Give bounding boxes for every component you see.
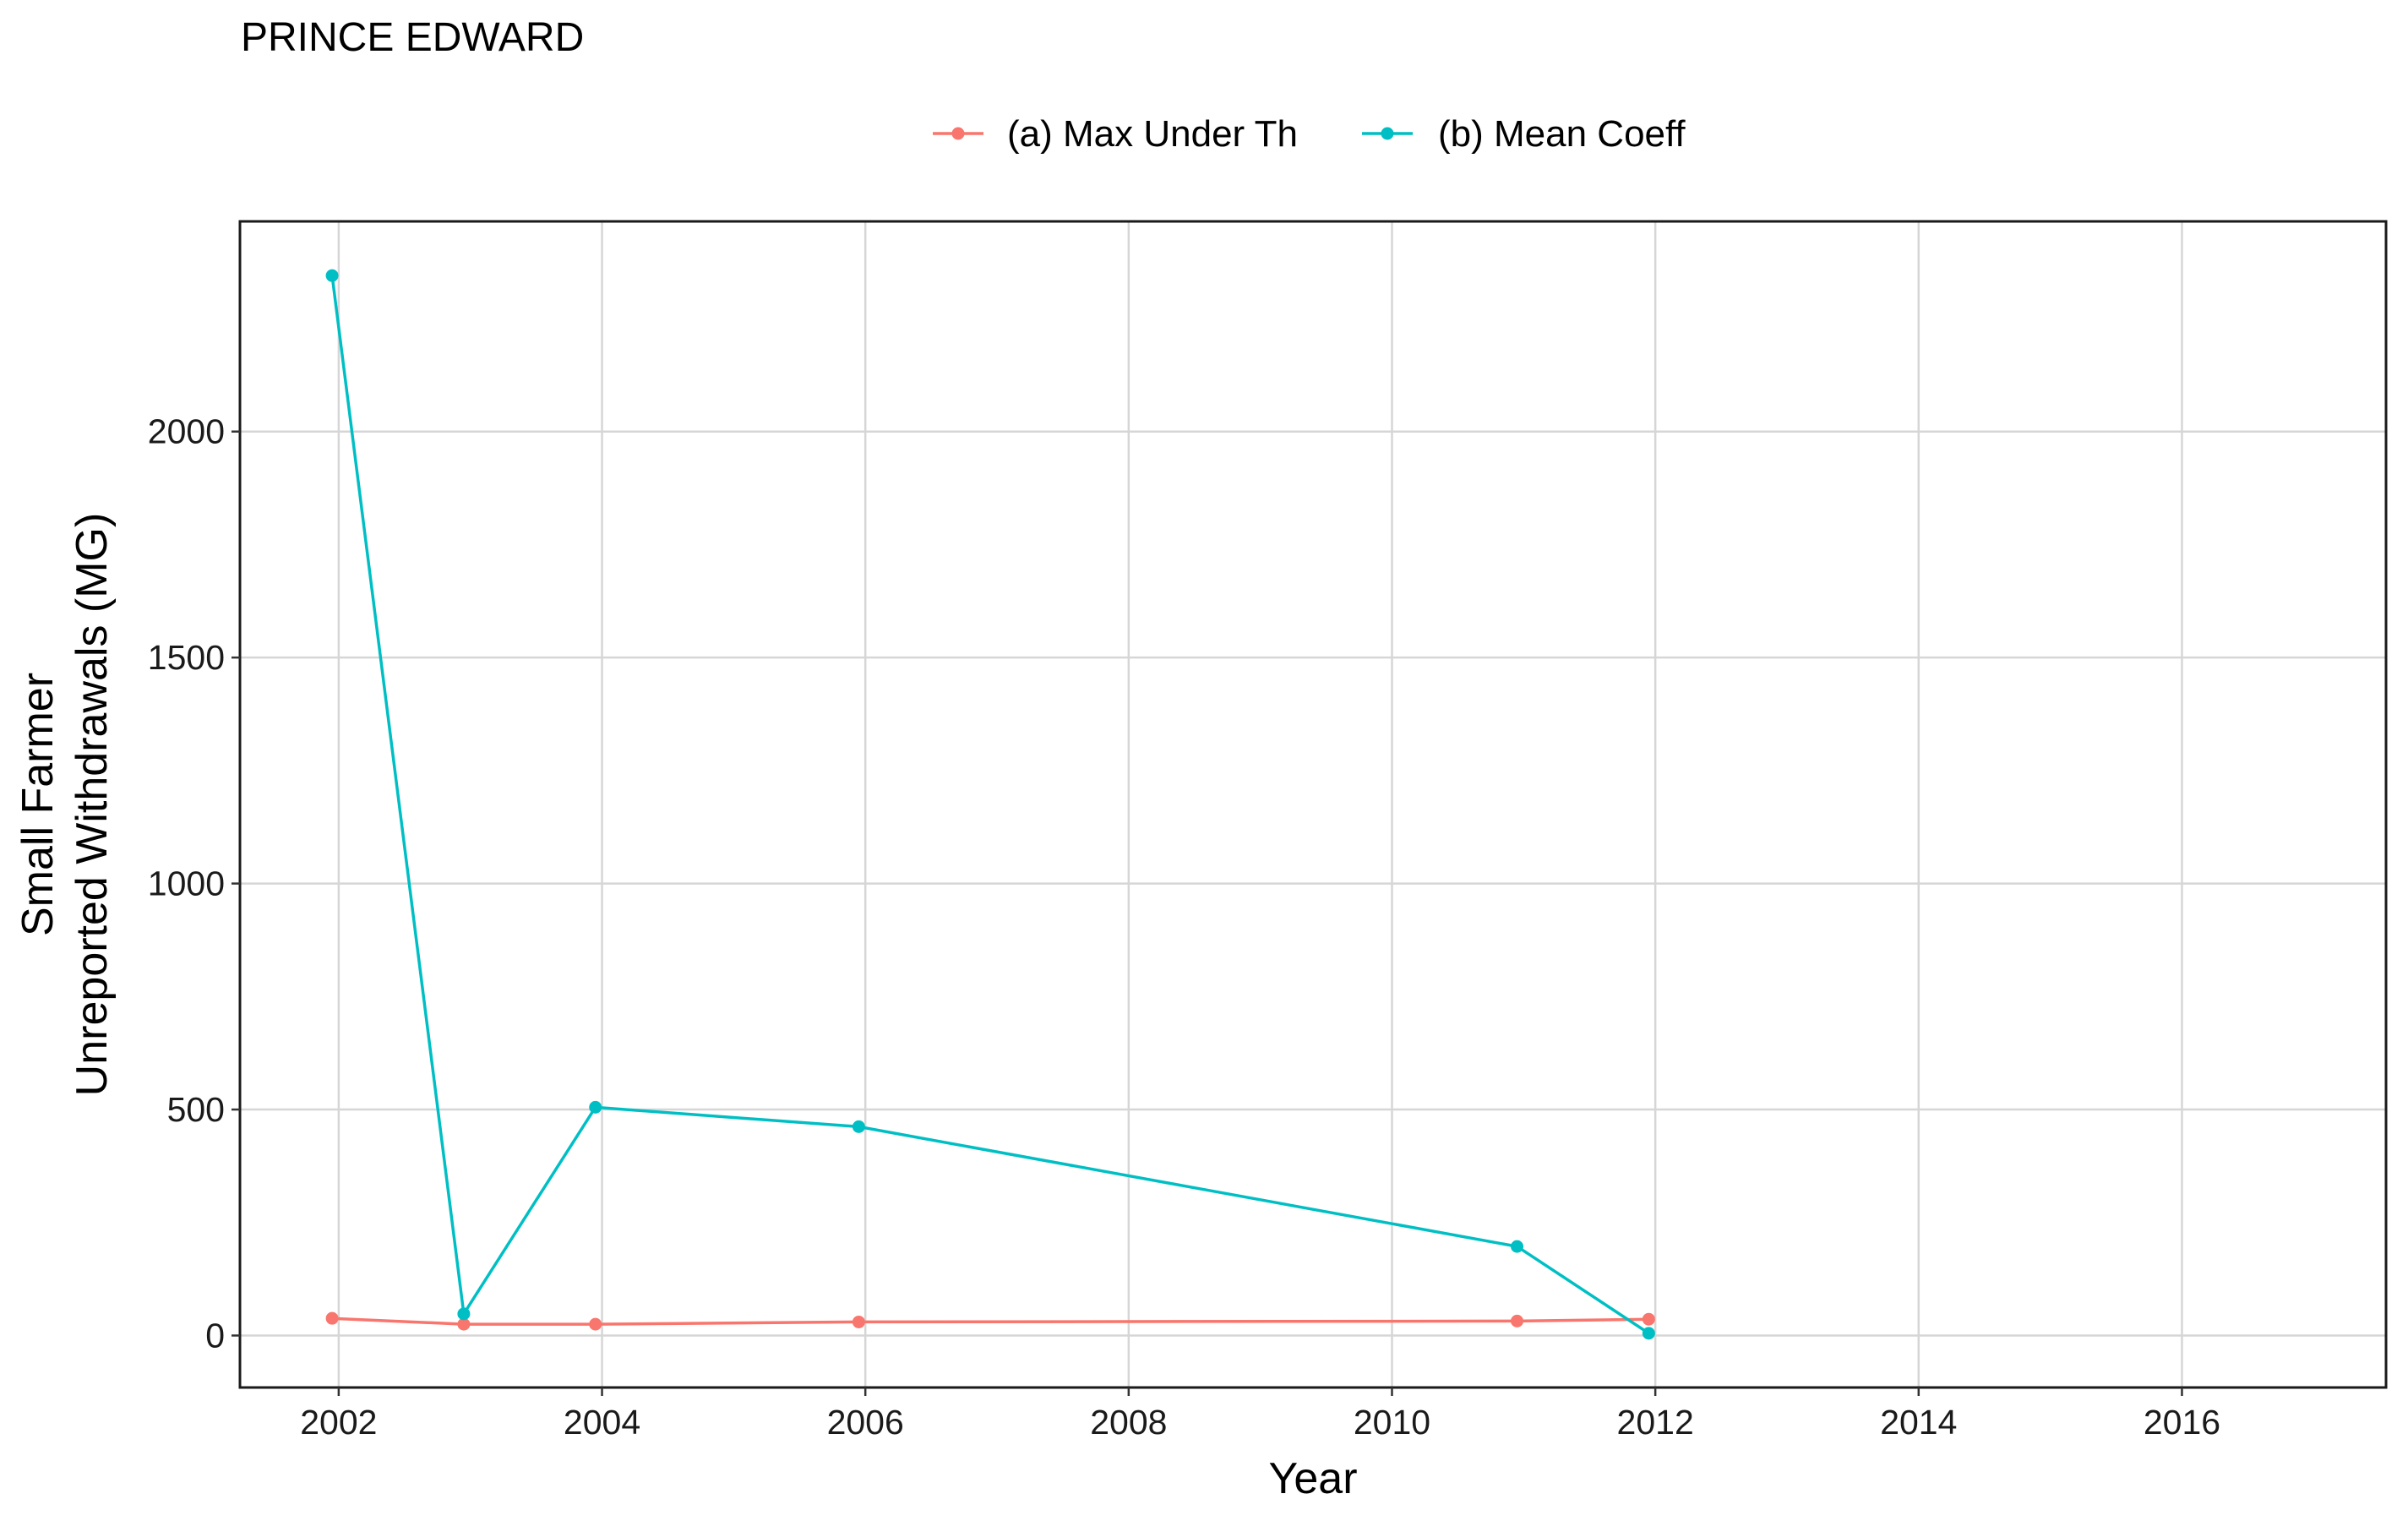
plot-panel-border bbox=[238, 220, 2388, 1389]
x-tick-label-2012: 2012 bbox=[1617, 1403, 1694, 1442]
x-tick-label-2002: 2002 bbox=[300, 1403, 377, 1442]
point-max-under-th-5 bbox=[1642, 1312, 1655, 1326]
x-tick-label-2006: 2006 bbox=[827, 1403, 904, 1442]
point-mean-coeff-4 bbox=[1511, 1240, 1524, 1253]
point-mean-coeff-3 bbox=[852, 1120, 865, 1133]
y-tick-label-1000: 1000 bbox=[148, 864, 225, 903]
legend-key-marker-mean-coeff bbox=[1381, 127, 1394, 140]
y-tick-label-0: 0 bbox=[205, 1316, 225, 1355]
point-mean-coeff-1 bbox=[457, 1307, 471, 1321]
series-line-mean-coeff bbox=[330, 275, 1650, 1335]
x-axis: 2002 2004 2006 2008 2010 2012 2014 2016 bbox=[300, 1387, 2220, 1442]
series bbox=[325, 269, 1655, 1340]
y-axis-title-line1: Small Farmer bbox=[14, 673, 63, 936]
chart-title: PRINCE EDWARD bbox=[241, 15, 584, 60]
x-tick-label-2008: 2008 bbox=[1090, 1403, 1167, 1442]
point-mean-coeff-5 bbox=[1642, 1327, 1655, 1340]
y-tick-label-500: 500 bbox=[167, 1090, 225, 1129]
legend-label-mean-coeff: (b) Mean Coeff bbox=[1438, 113, 1686, 155]
point-max-under-th-2 bbox=[589, 1317, 602, 1331]
point-max-under-th-3 bbox=[852, 1315, 865, 1328]
point-max-under-th-4 bbox=[1511, 1314, 1524, 1327]
grid bbox=[240, 221, 2386, 1387]
point-mean-coeff-0 bbox=[325, 269, 339, 282]
x-tick-label-2004: 2004 bbox=[564, 1403, 640, 1442]
point-max-under-th-1 bbox=[457, 1317, 471, 1331]
legend-key-marker-max-under-th bbox=[951, 127, 965, 140]
legend-item-max-under-th: (a) Max Under Th bbox=[933, 113, 1298, 155]
legend-item-mean-coeff: (b) Mean Coeff bbox=[1362, 113, 1686, 155]
point-mean-coeff-2 bbox=[589, 1100, 602, 1114]
y-tick-label-2000: 2000 bbox=[148, 412, 225, 451]
legend-label-max-under-th: (a) Max Under Th bbox=[1007, 113, 1298, 155]
legend: (a) Max Under Th (b) Mean Coeff bbox=[933, 113, 1686, 155]
x-axis-title: Year bbox=[1268, 1454, 1357, 1503]
y-tick-label-1500: 1500 bbox=[148, 638, 225, 677]
x-tick-label-2014: 2014 bbox=[1880, 1403, 1957, 1442]
y-axis-title-line2: Unreported Withdrawals (MG) bbox=[68, 513, 117, 1097]
y-axis: 0 500 1000 1500 2000 bbox=[148, 412, 240, 1355]
series-line-max-under-th bbox=[332, 1317, 1649, 1326]
x-tick-label-2010: 2010 bbox=[1354, 1403, 1430, 1442]
point-max-under-th-0 bbox=[325, 1311, 339, 1325]
x-tick-label-2016: 2016 bbox=[2144, 1403, 2220, 1442]
